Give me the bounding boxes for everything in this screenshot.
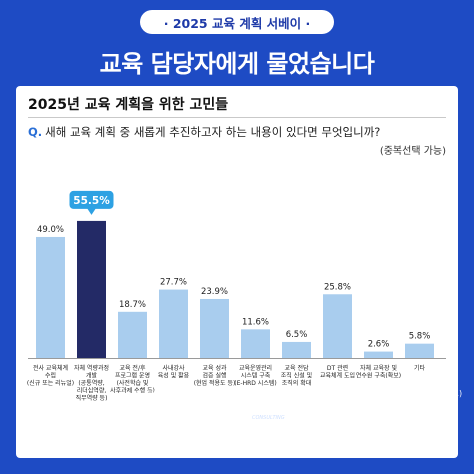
chart-card: 2025년 교육 계획을 위한 고민들 Q. 새해 교육 계획 중 새롭게 추진하… — [16, 86, 458, 458]
category-label-1: 자체 역량과정 개발 (공통역량, 리더십역량, 직무역량 등) — [74, 364, 109, 402]
expert-logo: CONSULTING EXPERT — [0, 412, 474, 452]
bar-6 — [282, 341, 311, 358]
category-label-5: 교육운영관리 시스템 구축 (E-HRD 시스템) — [234, 364, 276, 387]
category-label-6: 교육 전담 조직 신설 및 조직의 확대 — [281, 364, 313, 387]
bar-2 — [118, 311, 147, 358]
category-label-8: 자체 교육장 및 연수원 구축(확보) — [356, 364, 401, 380]
card-title: 2025년 교육 계획을 위한 고민들 — [28, 97, 229, 113]
bar-0 — [36, 236, 65, 358]
question-prefix: Q. — [28, 125, 43, 139]
category-label-2: 교육 전/후 프로그램 운영 (사전학습 및 사후과제 수행 등) — [110, 364, 155, 395]
bar-chart: 49.0% 전사 교육체계 수립 (신규 또는 리뉴얼) 55.5% 자체 역량과정 개발(… — [27, 190, 446, 402]
divider — [28, 117, 446, 118]
category-label-0: 전사 교육체계 수립 (신규 또는 리뉴얼) — [27, 364, 74, 387]
value-label-8: 2.6% — [368, 340, 390, 350]
question-text: 새해 교육 계획 중 새롭게 추진하고자 하는 내용이 있다면 무엇입니까? — [45, 125, 381, 139]
bar-7 — [323, 294, 352, 358]
bar-5 — [241, 329, 270, 358]
value-label-0: 49.0% — [37, 225, 64, 235]
bar-4 — [200, 298, 229, 358]
value-label-9: 5.8% — [409, 332, 431, 342]
highlight-callout — [69, 190, 114, 215]
category-label-7: DT 관련 교육체계 도입 — [320, 364, 355, 380]
source-footnote: ※ 엑스퍼트컨설팅 2025 교육 계획 서베이 결과보고서 중 발췌 (설문 … — [135, 389, 462, 398]
category-label-9: 기타 — [414, 364, 426, 372]
headline: 교육 담당자에게 물었습니다 — [99, 49, 375, 78]
value-label-1: 55.5% — [73, 195, 110, 207]
category-label-3: 사내강사 육성 및 활용 — [158, 364, 190, 380]
bar-8 — [364, 351, 393, 358]
category-label-4: 교육 성과 검증 실행 (현업 적용도 등) — [194, 364, 236, 387]
value-label-6: 6.5% — [286, 330, 308, 340]
bar-9 — [405, 343, 434, 358]
logo-word: EXPERT — [197, 418, 277, 438]
value-label-7: 25.8% — [324, 282, 351, 292]
bar-1 — [77, 220, 106, 358]
survey-title-pill: · 2025 교육 계획 서베이 · — [140, 10, 334, 34]
value-label-2: 18.7% — [119, 300, 146, 310]
multi-select-note: (중복선택 가능) — [379, 146, 446, 157]
value-label-5: 11.6% — [242, 317, 269, 327]
question: Q. 새해 교육 계획 중 새롭게 추진하고자 하는 내용이 있다면 무엇입니까? — [28, 124, 448, 140]
logo-sub: CONSULTING — [252, 415, 285, 421]
bar-3 — [159, 289, 188, 358]
value-label-3: 27.7% — [160, 278, 187, 288]
value-label-4: 23.9% — [201, 287, 228, 297]
